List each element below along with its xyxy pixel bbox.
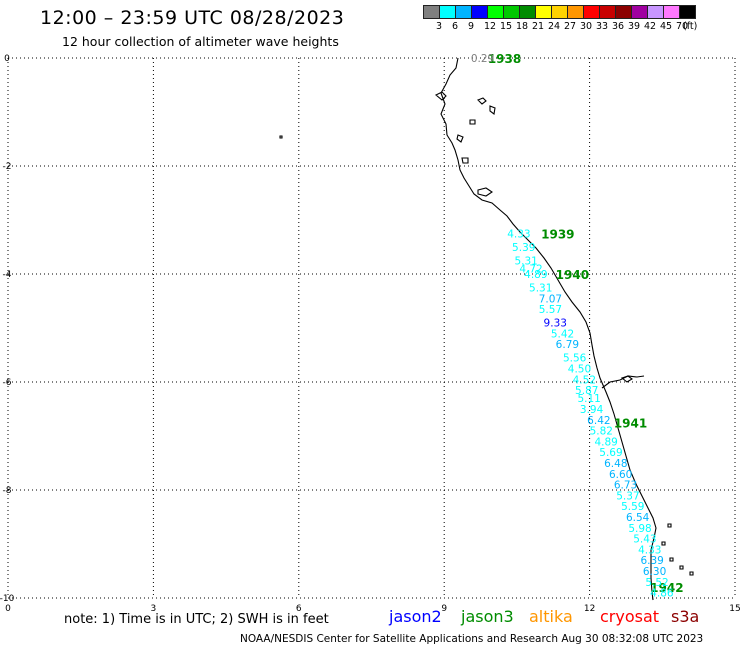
wave-height-point: 6.73 [614, 480, 637, 492]
color-scale-label: 70 [676, 21, 689, 32]
wave-height-point: 4.33 [507, 229, 530, 241]
coastline [279, 57, 694, 601]
color-scale-label: 39 [628, 21, 641, 32]
x-tick-label: 12 [584, 604, 595, 614]
satellite-legend-item: altika [529, 607, 573, 626]
y-tick-label: -4 [3, 270, 12, 280]
wave-height-point: 7.07 [539, 293, 562, 305]
wave-height-point: 6.60 [609, 469, 632, 481]
wave-height-point: 6.54 [626, 512, 650, 524]
wave-height-point: 5.98 [628, 523, 651, 535]
y-tick-label: -6 [3, 378, 12, 388]
satellite-legend-item: s3a [671, 607, 700, 626]
time-label: 1942 [650, 581, 683, 595]
y-tick-label: -2 [3, 162, 12, 172]
wave-height-point: 5.31 [529, 283, 552, 295]
color-scale-label: 3 [436, 21, 443, 32]
wave-height-point: 9.33 [544, 318, 567, 330]
time-label: 1940 [556, 268, 589, 282]
time-label: 1941 [614, 417, 647, 431]
wave-height-labels: 0.294.335.395.314.724.895.317.075.579.33… [471, 53, 674, 600]
color-scale-label: 18 [516, 21, 529, 32]
satellite-legend-item: jason3 [461, 607, 514, 626]
x-tick-label: 3 [151, 604, 157, 614]
wave-height-point: 5.43 [633, 534, 656, 546]
wave-height-point: 4.89 [524, 269, 547, 281]
satellite-legend-item: cryosat [600, 607, 660, 626]
wave-height-point: 4.52 [573, 374, 596, 386]
color-scale-label: 42 [644, 21, 657, 32]
wave-height-point: 5.11 [577, 393, 600, 405]
wave-height-point: 5.37 [616, 490, 639, 502]
wave-height-point: 5.87 [575, 385, 598, 397]
color-scale-label: 30 [580, 21, 593, 32]
x-tick-label: 0 [5, 604, 11, 614]
time-label: 1939 [541, 228, 574, 242]
satellite-legend-item: jason2 [389, 607, 442, 626]
color-scale-label: 33 [596, 21, 609, 32]
wave-height-point: 4.33 [638, 544, 661, 556]
color-scale-label: 27 [564, 21, 577, 32]
wave-height-point: 4.86 [650, 588, 674, 600]
y-tick-label: -10 [0, 594, 15, 604]
color-scale-label: 15 [500, 21, 513, 32]
wave-height-point: 5.82 [590, 426, 613, 438]
wave-height-point: 5.59 [621, 501, 644, 513]
wave-height-point: 6.48 [604, 458, 627, 470]
color-scale-bar [423, 5, 696, 19]
wave-height-point: 5.42 [551, 328, 574, 340]
x-tick-label: 6 [296, 604, 302, 614]
inlet-coast [601, 375, 645, 389]
x-tick-label: 9 [441, 604, 447, 614]
wave-height-point: 5.56 [563, 353, 587, 365]
wave-height-point: 6.42 [587, 415, 610, 427]
islands [279, 91, 694, 576]
footer-note: note: 1) Time is in UTC; 2) SWH is in fe… [64, 612, 329, 627]
color-scale-label: 12 [484, 21, 497, 32]
wave-height-point: 6.39 [640, 555, 663, 567]
wave-height-point: 5.69 [599, 447, 622, 459]
credit-line: NOAA/NESDIS Center for Satellite Applica… [240, 633, 704, 645]
color-scale-label: 6 [452, 21, 459, 32]
wave-height-point: 3.94 [580, 404, 604, 416]
wave-height-point: 4.50 [568, 364, 591, 376]
color-scale-label: 21 [532, 21, 545, 32]
wave-height-point: 0.29 [471, 53, 494, 65]
wave-height-point: 5.52 [645, 577, 668, 589]
wave-height-point: 6.79 [556, 339, 579, 351]
coastline-main [440, 57, 657, 601]
time-labels: 1938 1939 1940 1941 1942 [488, 52, 684, 595]
time-label: 1938 [488, 52, 521, 66]
wave-height-point: 4.72 [519, 264, 542, 276]
color-scale-label: (ft) [683, 21, 698, 32]
x-tick-label: 15 [729, 604, 740, 614]
color-scale-label: 9 [468, 21, 475, 32]
chart-subtitle: 12 hour collection of altimeter wave hei… [62, 34, 339, 49]
color-swatch [679, 5, 696, 19]
y-tick-label: -8 [3, 486, 12, 496]
wave-height-point: 5.39 [512, 242, 535, 254]
wave-height-point: 5.57 [539, 304, 562, 316]
axis-tick-labels: 0 3 6 9 12 15 0 -2 -4 -6 -8 -10 [0, 54, 740, 614]
color-scale-label: 36 [612, 21, 625, 32]
color-scale-label: 45 [660, 21, 673, 32]
wave-height-point: 4.89 [594, 436, 617, 448]
color-scale-label: 24 [548, 21, 561, 32]
y-tick-label: 0 [4, 54, 10, 64]
chart-title: 12:00 – 23:59 UTC 08/28/2023 [40, 7, 345, 29]
wave-height-point: 6.30 [643, 566, 666, 578]
wave-height-point: 5.31 [514, 256, 537, 268]
